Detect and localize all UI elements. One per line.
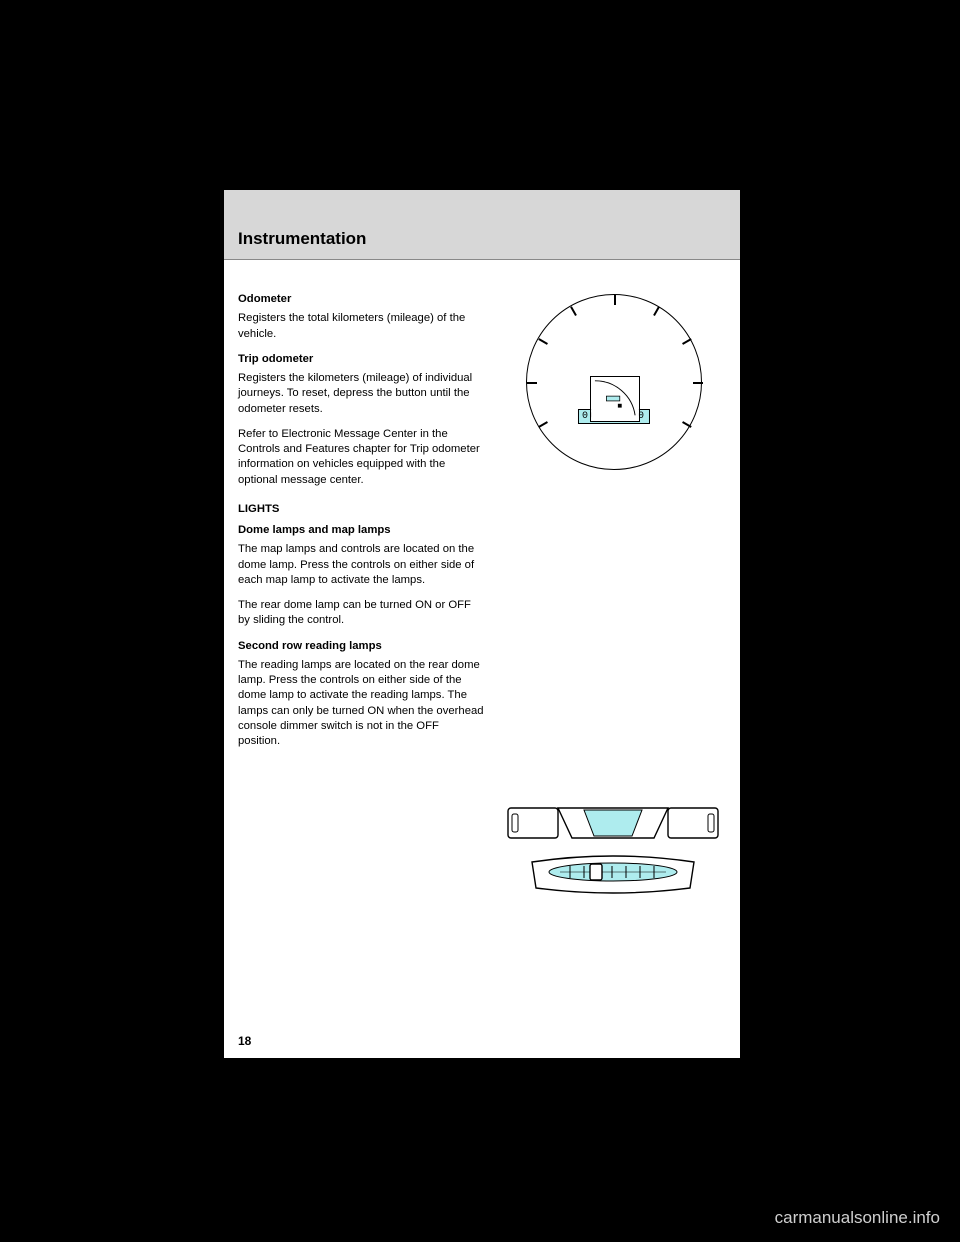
dome-lamp-figure: [490, 802, 736, 912]
page-number: 18: [238, 1034, 251, 1048]
dome-text-1: The map lamps and controls are located o…: [238, 542, 484, 588]
odometer-heading: Odometer: [238, 292, 484, 307]
second-row-heading: Second row reading lamps: [238, 639, 484, 654]
odometer-figure: 000000.0: [502, 294, 728, 474]
trip-text-1: Registers the kilometers (mileage) of in…: [238, 371, 484, 417]
trip-heading: Trip odometer: [238, 352, 484, 367]
body-text: Odometer Registers the total kilometers …: [238, 286, 484, 759]
section-title: Instrumentation: [238, 229, 366, 249]
lights-heading: LIGHTS: [238, 502, 484, 517]
dome-lamp-svg: [490, 802, 736, 912]
second-row-text: The reading lamps are located on the rea…: [238, 658, 484, 750]
header-bar: Instrumentation: [224, 190, 740, 260]
page: Instrumentation Odometer Registers the t…: [224, 190, 740, 1058]
odometer-text: Registers the total kilometers (mileage)…: [238, 311, 484, 342]
odometer-inset: [590, 376, 640, 422]
dome-text-2: The rear dome lamp can be turned ON or O…: [238, 598, 484, 629]
watermark: carmanualsonline.info: [775, 1208, 940, 1228]
dome-heading: Dome lamps and map lamps: [238, 523, 484, 538]
trip-text-2: Refer to Electronic Message Center in th…: [238, 427, 484, 488]
